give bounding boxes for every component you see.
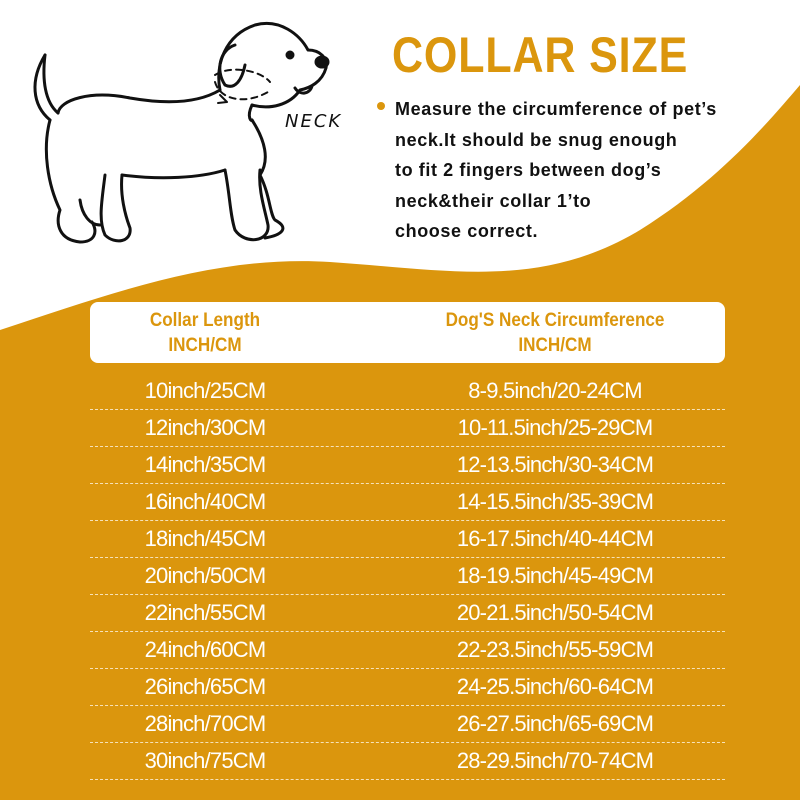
instruction-line: to fit 2 fingers between dog’s [395,160,662,180]
neck-circumference-cell: 10-11.5inch/25-29CM [457,415,654,440]
collar-length-cell: 30inch/75CM [144,748,267,773]
header-neck-circumference: Dog'S Neck Circumference INCH/CM [407,308,704,358]
header-label: Collar Length [149,310,261,331]
neck-circumference-cell: 20-21.5inch/50-54CM [456,600,654,625]
instruction-line: choose correct. [395,221,539,241]
neck-circumference-cell: 14-15.5inch/35-39CM [456,489,654,514]
neck-circumference-cell: 16-17.5inch/40-44CM [456,526,654,551]
bullet-icon [377,102,385,110]
neck-label: NECK [285,111,342,132]
table-row: 12inch/30CM 10-11.5inch/25-29CM [90,409,725,447]
collar-length-cell: 20inch/50CM [144,563,267,588]
table-row: 30inch/75CM 28-29.5inch/70-74CM [90,742,725,780]
table-row: 24inch/60CM 22-23.5inch/55-59CM [90,631,725,669]
collar-length-cell: 24inch/60CM [144,637,267,662]
header-collar-length: Collar Length INCH/CM [124,308,286,358]
collar-length-cell: 28inch/70CM [144,711,267,736]
page-title: COLLAR SIZE [392,27,689,83]
instruction-line: Measure the circumference of pet’s [395,99,717,119]
collar-length-cell: 22inch/55CM [144,600,267,625]
collar-length-cell: 10inch/25CM [144,378,267,403]
table-row: 16inch/40CM 14-15.5inch/35-39CM [90,483,725,521]
collar-length-cell: 14inch/35CM [144,452,267,477]
table-row: 14inch/35CM 12-13.5inch/30-34CM [90,446,725,484]
instructions: Measure the circumference of pet’s neck.… [395,94,775,247]
neck-circumference-cell: 26-27.5inch/65-69CM [456,711,654,736]
table-row: 18inch/45CM 16-17.5inch/40-44CM [90,520,725,558]
table-row: 28inch/70CM 26-27.5inch/65-69CM [90,705,725,743]
neck-circumference-cell: 12-13.5inch/30-34CM [456,452,654,477]
table-header: Collar Length INCH/CM Dog'S Neck Circumf… [90,302,725,363]
table-row: 26inch/65CM 24-25.5inch/60-64CM [90,668,725,706]
neck-circumference-cell: 24-25.5inch/60-64CM [456,674,654,699]
table-row: 10inch/25CM 8-9.5inch/20-24CM [90,372,725,410]
neck-circumference-cell: 18-19.5inch/45-49CM [456,563,654,588]
header-label: Dog'S Neck Circumference [445,310,665,331]
dog-illustration: NECK [33,22,342,244]
collar-length-cell: 12inch/30CM [144,415,267,440]
neck-circumference-cell: 22-23.5inch/55-59CM [456,637,654,662]
table-row: 22inch/55CM 20-21.5inch/50-54CM [90,594,725,632]
collar-length-cell: 18inch/45CM [144,526,267,551]
collar-length-cell: 26inch/65CM [144,674,267,699]
collar-length-cell: 16inch/40CM [144,489,267,514]
neck-circumference-cell: 28-29.5inch/70-74CM [456,748,654,773]
instruction-line: neck&their collar 1’to [395,190,592,211]
neck-circumference-cell: 8-9.5inch/20-24CM [468,378,642,403]
header-unit: INCH/CM [518,335,592,356]
instruction-line: neck.It should be snug enough [395,129,678,150]
table-row: 20inch/50CM 18-19.5inch/45-49CM [90,557,725,595]
header-unit: INCH/CM [168,335,242,356]
